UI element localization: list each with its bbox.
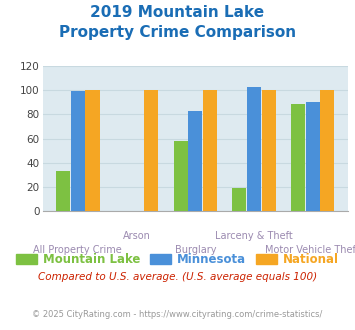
Legend: Mountain Lake, Minnesota, National: Mountain Lake, Minnesota, National	[11, 248, 344, 271]
Bar	[262, 90, 276, 211]
Bar	[86, 90, 99, 211]
Text: © 2025 CityRating.com - https://www.cityrating.com/crime-statistics/: © 2025 CityRating.com - https://www.city…	[32, 310, 323, 319]
Text: 2019 Mountain Lake: 2019 Mountain Lake	[91, 5, 264, 20]
Text: Burglary: Burglary	[175, 245, 216, 254]
Bar	[188, 111, 202, 211]
Bar	[291, 104, 305, 211]
Text: Property Crime Comparison: Property Crime Comparison	[59, 25, 296, 40]
Bar	[71, 91, 85, 211]
Text: Motor Vehicle Theft: Motor Vehicle Theft	[265, 245, 355, 254]
Text: Compared to U.S. average. (U.S. average equals 100): Compared to U.S. average. (U.S. average …	[38, 272, 317, 282]
Text: Arson: Arson	[122, 231, 151, 241]
Bar	[320, 90, 334, 211]
Bar	[203, 90, 217, 211]
Bar	[232, 188, 246, 211]
Text: All Property Crime: All Property Crime	[33, 245, 122, 254]
Bar	[56, 171, 70, 211]
Bar	[144, 90, 158, 211]
Bar	[306, 102, 320, 211]
Bar	[247, 86, 261, 211]
Text: Larceny & Theft: Larceny & Theft	[215, 231, 293, 241]
Bar	[174, 141, 188, 211]
